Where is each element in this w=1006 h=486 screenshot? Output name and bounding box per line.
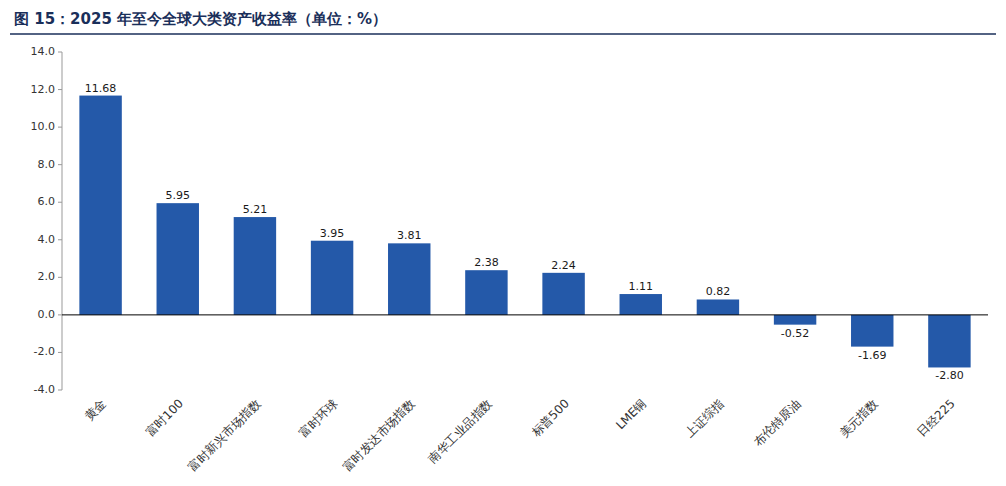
x-tick-label: 标普500 bbox=[528, 396, 572, 440]
y-tick bbox=[58, 239, 62, 240]
chart-container: 图 15：2025 年至今全球大类资产收益率（单位：%） -4.0 -2.0 0.0 2… bbox=[0, 0, 1006, 486]
y-tick-label: 0.0 bbox=[38, 308, 56, 321]
y-tick bbox=[58, 127, 62, 128]
y-tick-label: -4.0 bbox=[34, 383, 55, 396]
x-tick-label: 富时新兴市场指数 bbox=[185, 396, 263, 474]
y-tick bbox=[58, 89, 62, 90]
data-label: 0.82 bbox=[706, 285, 731, 298]
y-tick-label: -2.0 bbox=[34, 345, 55, 358]
y-tick bbox=[58, 390, 62, 391]
bar bbox=[620, 294, 662, 315]
bar bbox=[79, 96, 121, 315]
y-tick bbox=[58, 314, 62, 315]
y-axis: -4.0 -2.0 0.0 2.0 4.0 6.0 8.0 10.0 12.0 14.0 bbox=[31, 45, 63, 396]
y-tick-label: 2.0 bbox=[38, 270, 56, 283]
bar bbox=[388, 243, 430, 315]
y-axis-line bbox=[62, 52, 63, 390]
x-tick-label: 布伦特原油 bbox=[751, 396, 803, 448]
data-label: 2.24 bbox=[551, 259, 576, 272]
bar bbox=[851, 315, 893, 347]
data-label: 11.68 bbox=[85, 82, 117, 95]
x-tick-label: 富时100 bbox=[143, 396, 186, 439]
bar bbox=[774, 315, 816, 325]
y-tick bbox=[58, 52, 62, 53]
data-label: 2.38 bbox=[474, 256, 499, 269]
y-tick-label: 10.0 bbox=[31, 120, 56, 133]
x-axis: 黄金 富时100富时新兴市场指数富时环球富时发达市场指数南华工业品指数标普500 L… bbox=[82, 396, 958, 474]
chart-svg: 图 15：2025 年至今全球大类资产收益率（单位：%） -4.0 -2.0 0.0 2… bbox=[0, 0, 1006, 486]
y-tick-label: 14.0 bbox=[31, 45, 56, 58]
chart-title: 图 15：2025 年至今全球大类资产收益率（单位：%） bbox=[14, 10, 387, 28]
x-tick-label: 日经225 bbox=[915, 396, 958, 439]
x-tick-label: LME铜 bbox=[613, 396, 649, 432]
x-tick-label: 南华工业品指数 bbox=[425, 396, 494, 465]
data-label: 3.81 bbox=[397, 229, 422, 242]
data-label: 1.11 bbox=[629, 280, 654, 293]
bar bbox=[311, 241, 353, 315]
data-label: 5.21 bbox=[243, 203, 268, 216]
bar bbox=[697, 299, 739, 314]
y-tick bbox=[58, 277, 62, 278]
x-tick-label: 上证综指 bbox=[682, 396, 726, 440]
y-tick-label: 6.0 bbox=[38, 195, 56, 208]
title-rule bbox=[10, 33, 996, 35]
y-tick-label: 4.0 bbox=[38, 233, 56, 246]
y-tick-label: 12.0 bbox=[31, 83, 56, 96]
bar bbox=[542, 273, 584, 315]
bar bbox=[465, 270, 507, 315]
y-tick bbox=[58, 164, 62, 165]
x-tick-label: 富时环球 bbox=[297, 396, 341, 440]
x-tick-label: 富时发达市场指数 bbox=[340, 396, 418, 474]
x-tick-label: 美元指数 bbox=[837, 396, 881, 440]
data-label: -1.69 bbox=[858, 349, 886, 362]
data-label: 3.95 bbox=[320, 227, 345, 240]
data-label: -2.80 bbox=[935, 369, 963, 382]
y-tick-label: 8.0 bbox=[38, 158, 56, 171]
data-label: -0.52 bbox=[781, 327, 809, 340]
data-label: 5.95 bbox=[166, 189, 191, 202]
x-tick-label: 黄金 bbox=[82, 396, 109, 423]
data-labels: 11.68 5.95 5.21 3.95 3.81 2.38 2.24 1.11 0.82 -0.… bbox=[85, 82, 964, 383]
y-tick bbox=[58, 352, 62, 353]
y-tick bbox=[58, 202, 62, 203]
bar bbox=[928, 315, 970, 368]
zero-line bbox=[62, 314, 988, 315]
bar bbox=[234, 217, 276, 315]
bars bbox=[79, 96, 970, 368]
bar bbox=[157, 203, 199, 315]
